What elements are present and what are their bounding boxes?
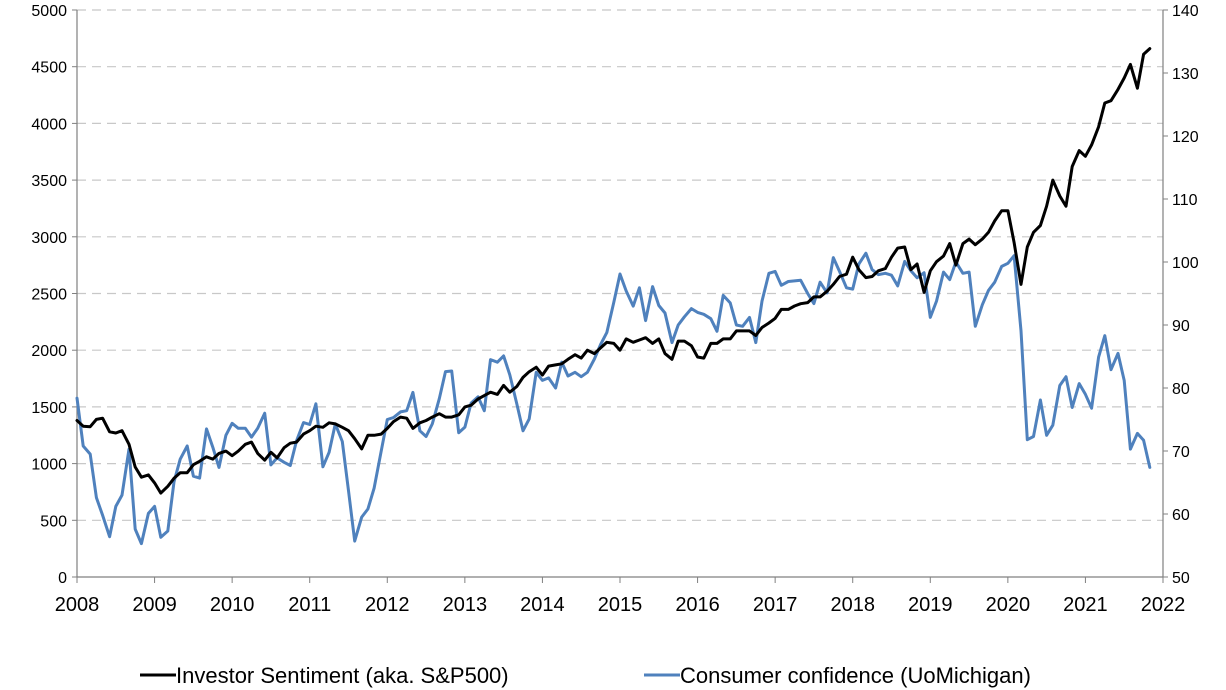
left-y-axis-ticks: 0 500 1000 1500 2000 2500 3000 3500 4000 4500 5000 bbox=[31, 3, 77, 587]
x-tick-label: 2013 bbox=[443, 594, 488, 616]
left-tick-label: 5000 bbox=[31, 3, 67, 20]
legend-label-investor-sentiment: Investor Sentiment (aka. S&P500) bbox=[176, 663, 509, 688]
left-tick-label: 1500 bbox=[31, 400, 67, 417]
x-tick-label: 2016 bbox=[675, 594, 720, 616]
right-tick-label: 50 bbox=[1172, 570, 1190, 587]
series-layer bbox=[75, 47, 1152, 546]
right-tick-label: 90 bbox=[1172, 318, 1190, 335]
right-tick-label: 60 bbox=[1172, 507, 1190, 524]
right-y-axis-ticks: 50 60 70 80 90 100 110 120 130 140 bbox=[1163, 3, 1199, 587]
right-tick-label: 80 bbox=[1172, 381, 1190, 398]
right-tick-label: 120 bbox=[1172, 129, 1199, 146]
x-tick-label: 2009 bbox=[132, 594, 177, 616]
series-line-investor-sentiment bbox=[75, 47, 1152, 495]
left-tick-label: 500 bbox=[40, 513, 67, 530]
x-axis-ticks: 2008 2009 2010 2011 2012 2013 2014 2015 2016 2017… bbox=[55, 577, 1186, 616]
x-tick-label: 2010 bbox=[210, 594, 255, 616]
left-tick-label: 3500 bbox=[31, 173, 67, 190]
gridlines bbox=[77, 9, 1163, 521]
legend: Investor Sentiment (aka. S&P500) Consume… bbox=[140, 663, 1031, 688]
right-tick-label: 100 bbox=[1172, 255, 1199, 272]
x-tick-label: 2014 bbox=[520, 594, 565, 616]
right-tick-label: 130 bbox=[1172, 66, 1199, 83]
left-tick-label: 4500 bbox=[31, 60, 67, 77]
left-tick-label: 1000 bbox=[31, 457, 67, 474]
x-tick-label: 2017 bbox=[753, 594, 798, 616]
left-tick-label: 3000 bbox=[31, 230, 67, 247]
x-tick-label: 2022 bbox=[1141, 594, 1186, 616]
x-tick-label: 2021 bbox=[1063, 594, 1108, 616]
left-tick-label: 2000 bbox=[31, 343, 67, 360]
left-tick-label: 0 bbox=[58, 570, 67, 587]
x-tick-label: 2008 bbox=[55, 594, 100, 616]
right-tick-label: 70 bbox=[1172, 444, 1190, 461]
x-tick-label: 2012 bbox=[365, 594, 410, 616]
left-tick-label: 4000 bbox=[31, 116, 67, 133]
x-tick-label: 2020 bbox=[986, 594, 1031, 616]
x-tick-label: 2018 bbox=[830, 594, 875, 616]
right-tick-label: 140 bbox=[1172, 3, 1199, 20]
x-tick-label: 2011 bbox=[288, 594, 331, 616]
legend-label-consumer-confidence: Consumer confidence (UoMichigan) bbox=[680, 663, 1031, 688]
x-tick-label: 2019 bbox=[908, 594, 953, 616]
left-tick-label: 2500 bbox=[31, 287, 67, 304]
series-line-consumer-confidence bbox=[75, 251, 1152, 546]
right-tick-label: 110 bbox=[1172, 192, 1198, 209]
x-tick-label: 2015 bbox=[598, 594, 643, 616]
